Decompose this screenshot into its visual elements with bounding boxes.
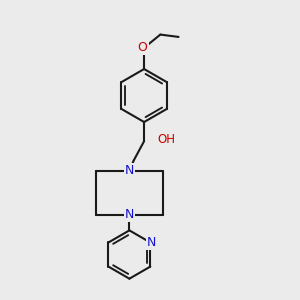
Text: O: O: [138, 41, 148, 54]
Text: N: N: [125, 164, 134, 177]
Text: OH: OH: [157, 133, 175, 146]
Text: N: N: [147, 236, 157, 249]
Text: N: N: [125, 208, 134, 221]
